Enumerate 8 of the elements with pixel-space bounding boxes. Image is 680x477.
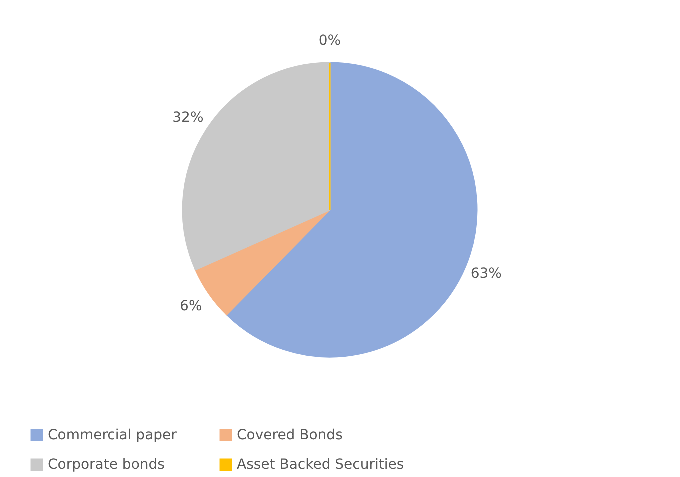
legend-label: Asset Backed Securities [237,457,404,473]
data-label: 6% [180,298,202,314]
data-label: 63% [470,266,502,282]
data-label: 32% [172,110,204,126]
text: 0% [318,33,342,49]
legend-label: Corporate bonds [48,457,165,473]
legend-label: Covered Bonds [237,427,343,444]
legend-label: Commercial paper [48,427,178,444]
